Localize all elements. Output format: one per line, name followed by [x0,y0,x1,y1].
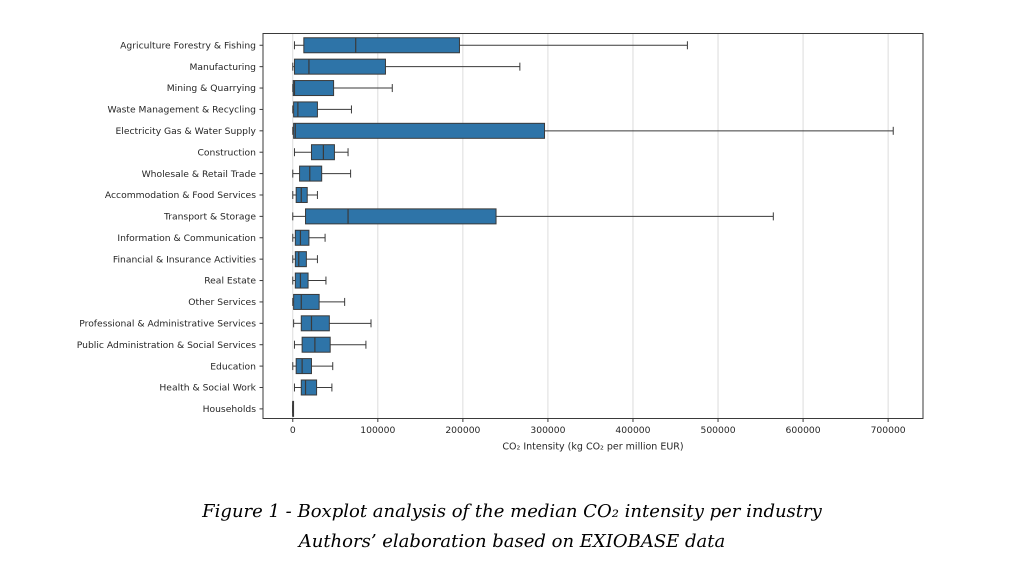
y-tick-label: Financial & Insurance Activities [113,254,256,265]
x-tick-label: 200000 [445,425,480,436]
box [293,293,320,310]
boxplot-row [293,336,367,353]
y-tick-label: Agriculture Forestry & Fishing [120,40,256,51]
box [293,58,386,75]
x-tick-label: 300000 [530,425,565,436]
y-tick-label: Households [203,404,257,415]
caption-source: Authors’ elaboration based on EXIOBASE d… [298,531,726,552]
y-tick-label: Accommodation & Food Services [105,190,256,201]
y-tick-label: Public Administration & Social Services [77,340,256,351]
box [303,37,460,54]
boxplot-row [293,379,333,396]
box [292,80,335,97]
boxplot-row [292,272,327,289]
x-tick-label: 100000 [360,425,395,436]
y-tick-label: Other Services [188,297,256,308]
y-tick-label: Transport & Storage [163,212,256,223]
y-tick-label: Real Estate [204,276,256,287]
y-tick-label: Wholesale & Retail Trade [142,169,257,180]
y-tick-label: Construction [198,147,257,158]
x-tick-label: 500000 [700,425,735,436]
boxplot-row [292,165,352,182]
caption-title: Figure 1 - Boxplot analysis of the media… [202,501,822,522]
x-tick-label: 600000 [786,425,821,436]
boxplot-svg: Agriculture Forestry & Fishing Manufactur… [77,33,924,453]
y-tick-label: Information & Communication [117,233,256,244]
boxplot-row [292,400,295,417]
box [295,358,312,375]
y-tick-label: Professional & Administrative Services [79,319,256,330]
box [294,251,307,268]
boxplot-chart: Agriculture Forestry & Fishing Manufactur… [77,33,924,453]
y-tick-label: Mining & Quarrying [167,83,256,94]
boxplot-row [292,101,352,118]
x-tick-label: 400000 [615,425,650,436]
axes-frame [262,33,924,419]
x-tick-label: 700000 [871,425,906,436]
boxplot-row [292,186,318,203]
y-tick-label: Waste Management & Recycling [107,105,256,116]
x-axis-label: CO₂ Intensity (kg CO₂ per million EUR) [502,442,683,453]
box [294,272,309,289]
boxplot-row [292,251,318,268]
box [299,165,323,182]
box [301,336,331,353]
boxplot-row [292,58,521,75]
y-tick-label: Health & Social Work [159,383,256,394]
boxplot-row [292,293,346,310]
boxplot-row [292,208,774,225]
figure-caption: Figure 1 - Boxplot analysis of the media… [0,497,1024,557]
box [300,379,318,396]
boxplot-row [292,80,393,97]
x-tick-label: 0 [290,425,296,436]
boxplot-row [292,122,894,139]
boxplot-row [293,37,688,54]
y-tick-label: Electricity Gas & Water Supply [116,126,257,137]
box [305,208,497,225]
box [300,315,330,332]
box [293,122,546,139]
boxplot-row [293,144,349,161]
y-tick-label: Education [210,361,256,372]
boxplot-row [293,315,372,332]
boxplot-row [292,229,326,246]
box [293,101,318,118]
boxplot-row [292,358,334,375]
box [294,229,310,246]
y-tick-label: Manufacturing [189,62,256,73]
